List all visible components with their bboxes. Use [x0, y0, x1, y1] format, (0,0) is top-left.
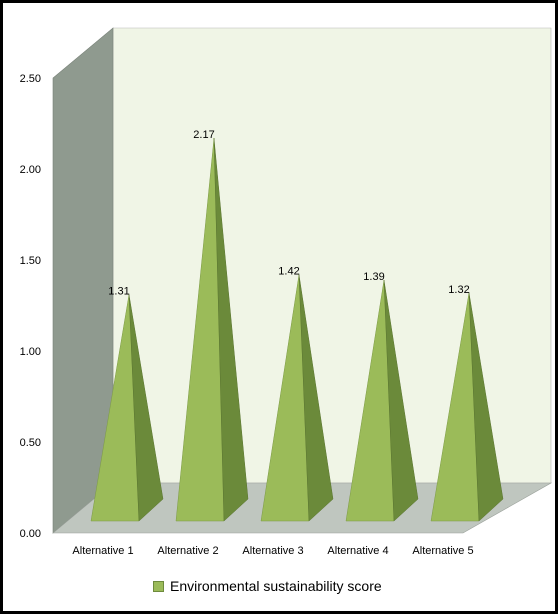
y-axis-ticks: 0.00 0.50 1.00 1.50 2.00 2.50 [20, 73, 41, 540]
pyramid-side [128, 294, 164, 522]
legend-label: Environmental sustainability score [170, 578, 382, 594]
legend: Environmental sustainability score [153, 576, 382, 596]
category-label: Alternative 5 [412, 545, 473, 557]
y-tick-label: 1.00 [20, 346, 41, 358]
category-label: Alternative 2 [157, 545, 218, 557]
data-label: 1.32 [448, 284, 469, 296]
chart-frame: 0.00 0.50 1.00 1.50 2.00 2.50 1.31 2.17 1.42 1.3… [3, 3, 555, 611]
y-tick-label: 2.00 [20, 164, 41, 176]
data-labels: 1.31 2.17 1.42 1.39 1.32 [108, 129, 469, 298]
legend-swatch [153, 580, 164, 592]
pyramid-side [213, 138, 249, 522]
pyramids [90, 138, 504, 522]
category-label: Alternative 3 [242, 545, 303, 557]
data-label: 1.39 [363, 271, 384, 283]
pyramid-side [468, 292, 504, 522]
pyramid-side [298, 274, 334, 522]
category-label: Alternative 4 [327, 545, 388, 557]
y-tick-label: 1.50 [20, 255, 41, 267]
data-label: 2.17 [193, 129, 214, 141]
data-label: 1.31 [108, 286, 129, 298]
data-label: 1.42 [278, 266, 299, 278]
category-labels: Alternative 1 Alternative 2 Alternative 3 A… [72, 545, 473, 557]
y-tick-label: 0.00 [20, 528, 41, 540]
pyramid-side [383, 279, 419, 522]
pyramid-chart: 0.000.501.001.502.002.50 1.312.171.42 1.3… [20, 27, 553, 557]
y-tick-label: 0.50 [20, 437, 41, 449]
category-label: Alternative 1 [72, 545, 133, 557]
y-tick-label: 2.50 [20, 73, 41, 85]
